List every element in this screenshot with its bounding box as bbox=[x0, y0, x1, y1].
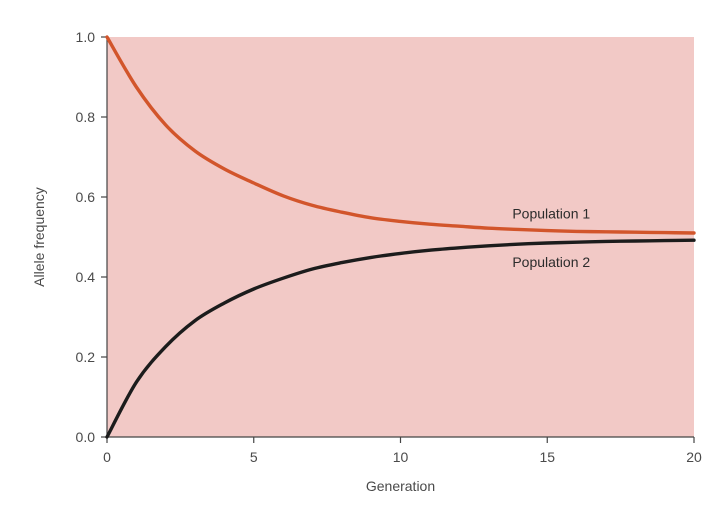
x-tick-label: 20 bbox=[686, 449, 702, 465]
x-tick-label: 0 bbox=[103, 449, 111, 465]
y-tick-label: 0.4 bbox=[76, 269, 96, 285]
labels-layer: Population 1 Population 2 bbox=[512, 206, 590, 270]
y-tick-label: 0.0 bbox=[76, 429, 96, 445]
y-tick-label: 0.2 bbox=[76, 349, 96, 365]
axes: 0.0 0.2 0.4 0.6 0.8 1.0 0 5 10 15 20 bbox=[76, 29, 702, 465]
y-tick-label: 1.0 bbox=[76, 29, 96, 45]
series-label-population-1: Population 1 bbox=[512, 206, 590, 222]
y-axis-title: Allele frequency bbox=[31, 187, 47, 287]
x-tick-label: 15 bbox=[539, 449, 555, 465]
y-tick-label: 0.8 bbox=[76, 109, 96, 125]
series-label-population-2: Population 2 bbox=[512, 254, 590, 270]
x-tick-label: 10 bbox=[393, 449, 409, 465]
plot-background bbox=[107, 37, 694, 437]
series-layer bbox=[105, 35, 696, 439]
x-axis-title: Generation bbox=[366, 478, 435, 494]
y-tick-label: 0.6 bbox=[76, 189, 96, 205]
x-tick-label: 5 bbox=[250, 449, 258, 465]
series-line-population-1 bbox=[105, 35, 696, 235]
series-line-population-2 bbox=[105, 238, 696, 439]
